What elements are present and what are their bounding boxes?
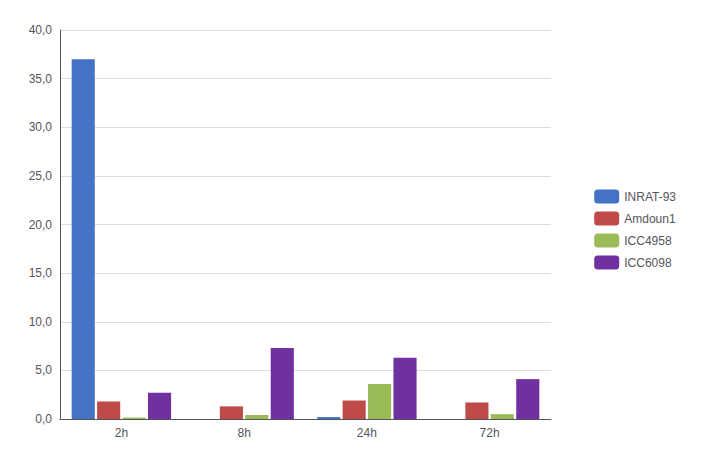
- svg-text:40,0: 40,0: [29, 23, 53, 37]
- svg-text:Amdoun1: Amdoun1: [624, 212, 676, 226]
- svg-text:0,0: 0,0: [35, 412, 52, 426]
- svg-text:35,0: 35,0: [29, 72, 53, 86]
- svg-text:ICC4958: ICC4958: [624, 234, 672, 248]
- svg-text:24h: 24h: [357, 426, 377, 440]
- svg-text:2h: 2h: [115, 426, 128, 440]
- svg-text:25,0: 25,0: [29, 169, 53, 183]
- svg-text:20,0: 20,0: [29, 218, 53, 232]
- svg-text:INRAT-93: INRAT-93: [624, 190, 676, 204]
- svg-text:5,0: 5,0: [35, 363, 52, 377]
- svg-text:72h: 72h: [480, 426, 500, 440]
- svg-text:8h: 8h: [237, 426, 250, 440]
- svg-text:10,0: 10,0: [29, 315, 53, 329]
- svg-text:15,0: 15,0: [29, 266, 53, 280]
- svg-text:30,0: 30,0: [29, 120, 53, 134]
- svg-text:ICC6098: ICC6098: [624, 256, 672, 270]
